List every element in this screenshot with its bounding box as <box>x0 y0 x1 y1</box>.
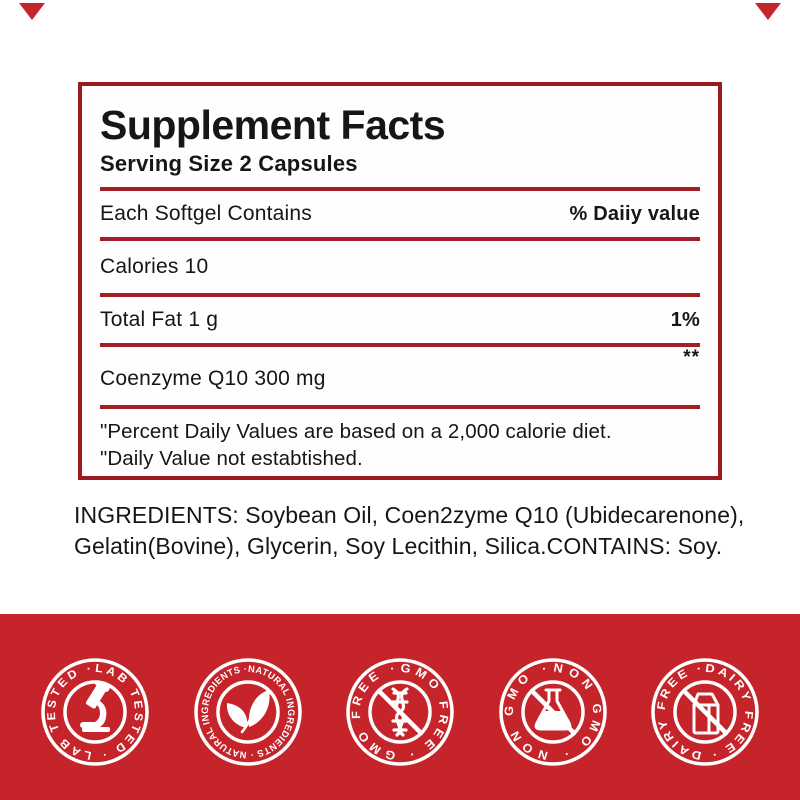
milk-carton-crossed-icon: DAIRY FREE · DAIRY FREE · <box>651 658 759 766</box>
table-row: Calories 10 <box>96 241 704 293</box>
calories-label: Calories 10 <box>100 255 209 279</box>
header-left-label: Each Softgel Contains <box>100 202 312 226</box>
table-row: Total Fat 1 g 1% <box>96 297 704 343</box>
natural-ingredients-badge: NATURAL INGREDIENTS · NATURAL INGREDIENT… <box>193 657 303 767</box>
divider <box>100 293 700 298</box>
footnote-line: "Percent Daily Values are based on a 2,0… <box>100 420 612 444</box>
coq10-asterisks: ** <box>683 347 700 369</box>
divider <box>100 343 700 348</box>
lab-tested-badge: LAB TESTED · LAB TESTED · <box>40 657 150 767</box>
leaves-icon: NATURAL INGREDIENTS · NATURAL INGREDIENT… <box>193 658 302 766</box>
dna-crossed-icon: GMO FREE · GMO FREE · <box>346 658 454 766</box>
header-right-label: % Daiiy value <box>569 202 700 225</box>
footnote-block: "Percent Daily Values are based on a 2,0… <box>96 409 704 472</box>
coq10-label: Coenzyme Q10 300 mg <box>100 367 326 391</box>
dairy-free-badge: DAIRY FREE · DAIRY FREE · <box>650 657 760 767</box>
divider <box>100 237 700 242</box>
ingredients-line: INGREDIENTS: Soybean Oil, Coen2zyme Q10 … <box>74 502 745 528</box>
total-fat-daily-value: 1% <box>670 308 700 331</box>
non-gmo-badge: NON GMO · NON GMO · <box>498 657 608 767</box>
svg-text:LAB TESTED · LAB TESTED ·: LAB TESTED · LAB TESTED · <box>46 663 145 761</box>
corner-ribbon-right-icon <box>755 3 781 20</box>
panel-title: Supplement Facts <box>100 102 446 148</box>
microscope-icon: LAB TESTED · LAB TESTED · <box>41 658 149 766</box>
bottom-red-band: LAB TESTED · LAB TESTED · NATURAL INGRED… <box>0 614 800 800</box>
corner-ribbon-left-icon <box>19 3 45 20</box>
footnote-line: "Daily Value not estabtished. <box>100 447 363 471</box>
table-header-row: Each Softgel Contains % Daiiy value <box>96 191 704 237</box>
serving-size-text: Serving Size 2 Capsules <box>100 151 358 177</box>
table-row: Coenzyme Q10 300 mg ** <box>96 347 704 405</box>
divider <box>100 187 700 192</box>
supplement-facts-panel: Supplement Facts Serving Size 2 Capsules… <box>78 82 722 480</box>
ingredients-line: Gelatin(Bovine), Glycerin, Soy Lecithin,… <box>74 532 723 559</box>
ingredients-text: INGREDIENTS: Soybean Oil, Coen2zyme Q10 … <box>74 500 774 561</box>
badge-row: LAB TESTED · LAB TESTED · NATURAL INGRED… <box>0 614 800 767</box>
flask-crossed-icon: NON GMO · NON GMO · <box>498 658 607 766</box>
svg-text:NATURAL INGREDIENTS · NATURAL: NATURAL INGREDIENTS · NATURAL INGREDIENT… <box>199 664 295 760</box>
divider <box>100 405 700 410</box>
gmo-free-badge: GMO FREE · GMO FREE · <box>345 657 455 767</box>
total-fat-label: Total Fat 1 g <box>100 308 219 332</box>
